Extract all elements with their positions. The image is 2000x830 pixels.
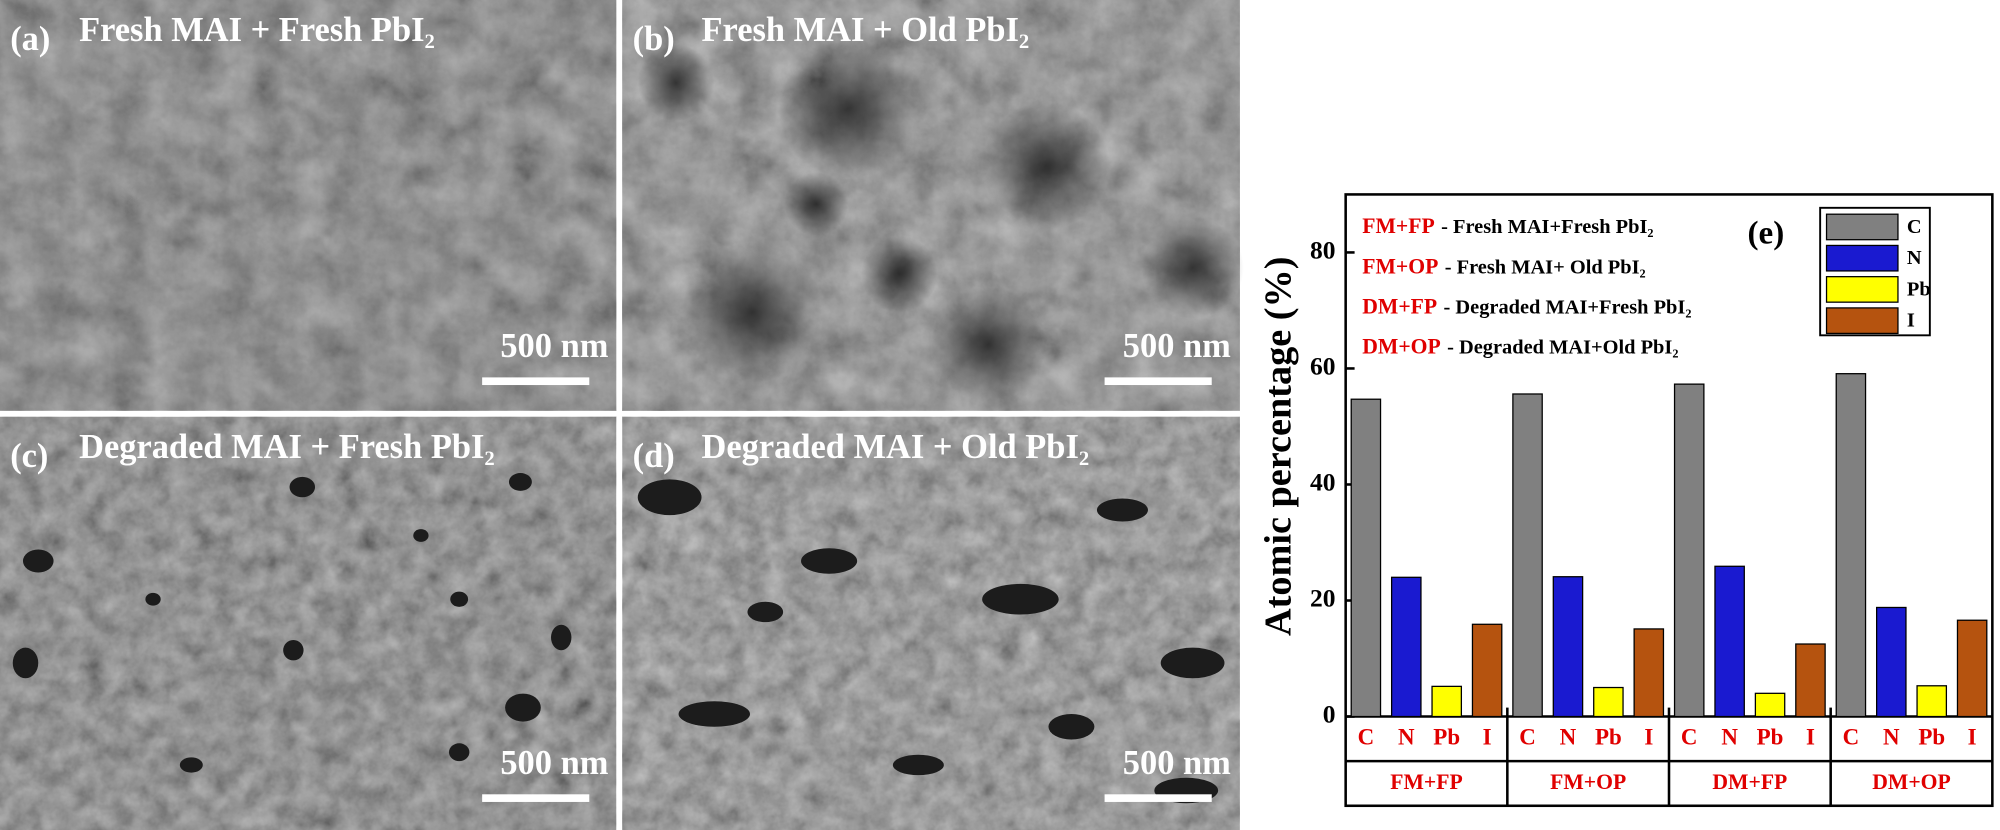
x-element-label: Pb: [1433, 725, 1460, 750]
bar: [1916, 685, 1948, 718]
y-tick-label: 60: [1310, 351, 1336, 380]
scale-bar: [1104, 794, 1212, 802]
x-element-label: I: [1483, 725, 1492, 750]
bar: [1754, 692, 1786, 718]
panel-label: (a): [10, 20, 50, 58]
abbreviation-text: - Degraded MAI+Fresh PbI₂: [1444, 296, 1692, 318]
x-group-label: FM+OP: [1550, 770, 1626, 794]
bar: [1795, 643, 1826, 718]
x-element-label: Pb: [1757, 725, 1784, 750]
bar: [1512, 393, 1543, 718]
sem-image: [0, 0, 617, 411]
panel-title: Degraded MAI + Fresh PbI₂: [79, 428, 495, 466]
abbreviation-text: - Fresh MAI+Fresh PbI₂: [1441, 216, 1653, 238]
x-element-label: I: [1968, 725, 1977, 750]
scale-bar-label: 500 nm: [500, 744, 608, 782]
x-element-label: I: [1806, 725, 1815, 750]
panel-title: Fresh MAI + Fresh PbI₂: [79, 11, 435, 49]
sem-panels: [0, 0, 1244, 830]
x-group-label: DM+FP: [1712, 770, 1787, 794]
legend-swatch: [1825, 213, 1899, 241]
bar: [1714, 565, 1745, 718]
bar: [1633, 628, 1665, 718]
panel-label: (e): [1747, 214, 1784, 251]
bar: [1552, 576, 1584, 718]
scale-bar: [482, 794, 590, 802]
bar: [1471, 623, 1503, 718]
abbreviation: FM+FP: [1362, 214, 1434, 238]
panel-label: (c): [10, 437, 48, 475]
x-element-label: N: [1883, 725, 1900, 750]
abbreviation-line: FM+FP - Fresh MAI+Fresh PbI₂: [1362, 214, 1653, 238]
x-element-label: C: [1843, 725, 1860, 750]
legend-swatch: [1825, 276, 1899, 303]
legend-label: I: [1907, 310, 1915, 332]
bar: [1956, 619, 1988, 718]
dark-domains: [637, 38, 1244, 402]
panel-title: Fresh MAI + Old PbI₂: [702, 11, 1030, 49]
x-element-label: N: [1721, 725, 1738, 750]
abbreviation: DM+OP: [1362, 335, 1441, 359]
legend-swatch: [1825, 244, 1899, 272]
legend-label: N: [1907, 247, 1922, 269]
abbreviation-line: DM+FP - Degraded MAI+Fresh PbI₂: [1362, 295, 1691, 319]
scale-bar-label: 500 nm: [500, 327, 608, 365]
legend-label: C: [1907, 216, 1922, 238]
x-element-label: C: [1681, 725, 1698, 750]
abbreviation-text: - Fresh MAI+ Old PbI₂: [1445, 256, 1646, 278]
bar: [1835, 373, 1867, 718]
legend-swatch: [1825, 307, 1899, 335]
abbreviation-text: - Degraded MAI+Old PbI₂: [1447, 336, 1678, 358]
panel-label: (d): [633, 437, 675, 475]
y-tick-label: 20: [1310, 583, 1336, 612]
pores: [12, 473, 1225, 804]
bar: [1593, 686, 1624, 718]
x-element-label: N: [1398, 725, 1415, 750]
x-element-label: N: [1560, 725, 1577, 750]
scale-bar-label: 500 nm: [1123, 327, 1231, 365]
x-group-label: DM+OP: [1872, 770, 1951, 794]
bar: [1350, 398, 1382, 718]
scale-bar-label: 500 nm: [1123, 744, 1231, 782]
y-axis-label: Atomic percentage (%): [1258, 257, 1300, 636]
x-element-label: Pb: [1918, 725, 1945, 750]
x-element-label: C: [1519, 725, 1536, 750]
bar: [1431, 685, 1463, 718]
abbreviation: FM+OP: [1362, 254, 1438, 278]
abbreviation-line: DM+OP - Degraded MAI+Old PbI₂: [1362, 335, 1678, 359]
y-tick-label: 0: [1323, 699, 1336, 728]
x-element-label: I: [1644, 725, 1653, 750]
bar: [1390, 576, 1422, 718]
scale-bar: [482, 377, 590, 386]
y-tick-label: 80: [1310, 235, 1336, 264]
bar-chart: Atomic percentage (%) (e) 0 20 40 60 80 FM+FP…: [1258, 193, 1994, 808]
y-tick-label: 40: [1310, 467, 1336, 496]
abbreviation: DM+FP: [1362, 295, 1437, 319]
legend-label: Pb: [1907, 278, 1931, 300]
bar: [1673, 383, 1705, 718]
bar: [1875, 606, 1907, 718]
scale-bar: [1104, 377, 1212, 386]
abbreviation-line: FM+OP - Fresh MAI+ Old PbI₂: [1362, 254, 1645, 278]
x-element-label: Pb: [1595, 725, 1622, 750]
panel-title: Degraded MAI + Old PbI₂: [702, 428, 1090, 466]
panel-label: (b): [633, 20, 675, 58]
x-group-label: FM+FP: [1390, 770, 1462, 794]
x-element-label: C: [1358, 725, 1375, 750]
